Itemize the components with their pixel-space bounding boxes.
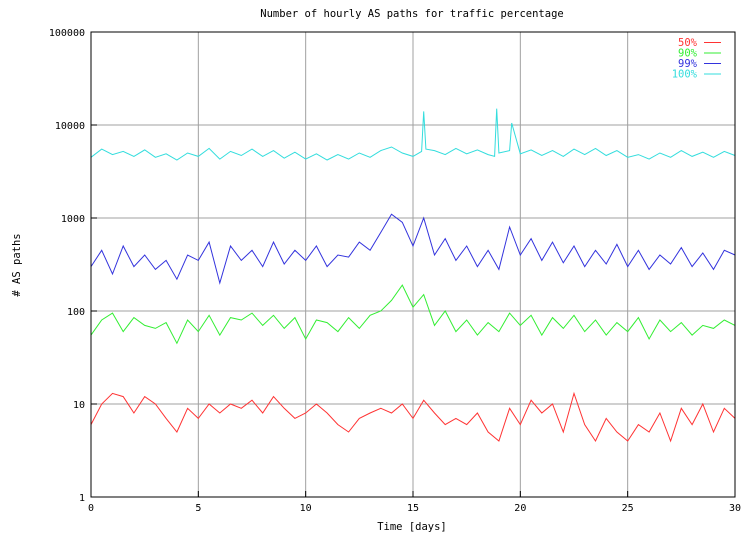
y-tick-label: 10000 [55,121,85,132]
x-axis-label: Time [days] [377,521,447,533]
series-line-3 [90,108,736,161]
plot-frame [90,31,736,498]
legend-label-3: 100% [672,69,698,81]
grid-lines [91,32,735,497]
y-tick-label: 100000 [49,28,85,39]
legend-label-2: 99% [678,58,698,70]
series-line-1 [90,284,736,345]
series-layer [90,108,736,443]
y-tick-label: 1 [79,493,85,504]
x-tick-label: 30 [729,503,741,514]
legend-label-1: 90% [678,48,698,60]
x-tick-label: 10 [300,503,312,514]
series-line-0 [90,391,736,443]
legend-label-0: 50% [678,37,698,49]
y-tick-label: 100 [67,307,85,318]
x-tick-label: 25 [622,503,634,514]
series-line-2 [90,213,736,285]
x-tick-label: 5 [195,503,201,514]
x-tick-label: 0 [88,503,94,514]
chart-title: Number of hourly AS paths for traffic pe… [260,8,563,20]
legend: 50%90%99%100% [672,37,721,81]
y-axis-label: # AS paths [11,233,23,296]
y-tick-label: 10 [73,400,85,411]
x-tick-label: 20 [514,503,526,514]
x-tick-label: 15 [407,503,419,514]
y-tick-label: 1000 [61,214,85,225]
